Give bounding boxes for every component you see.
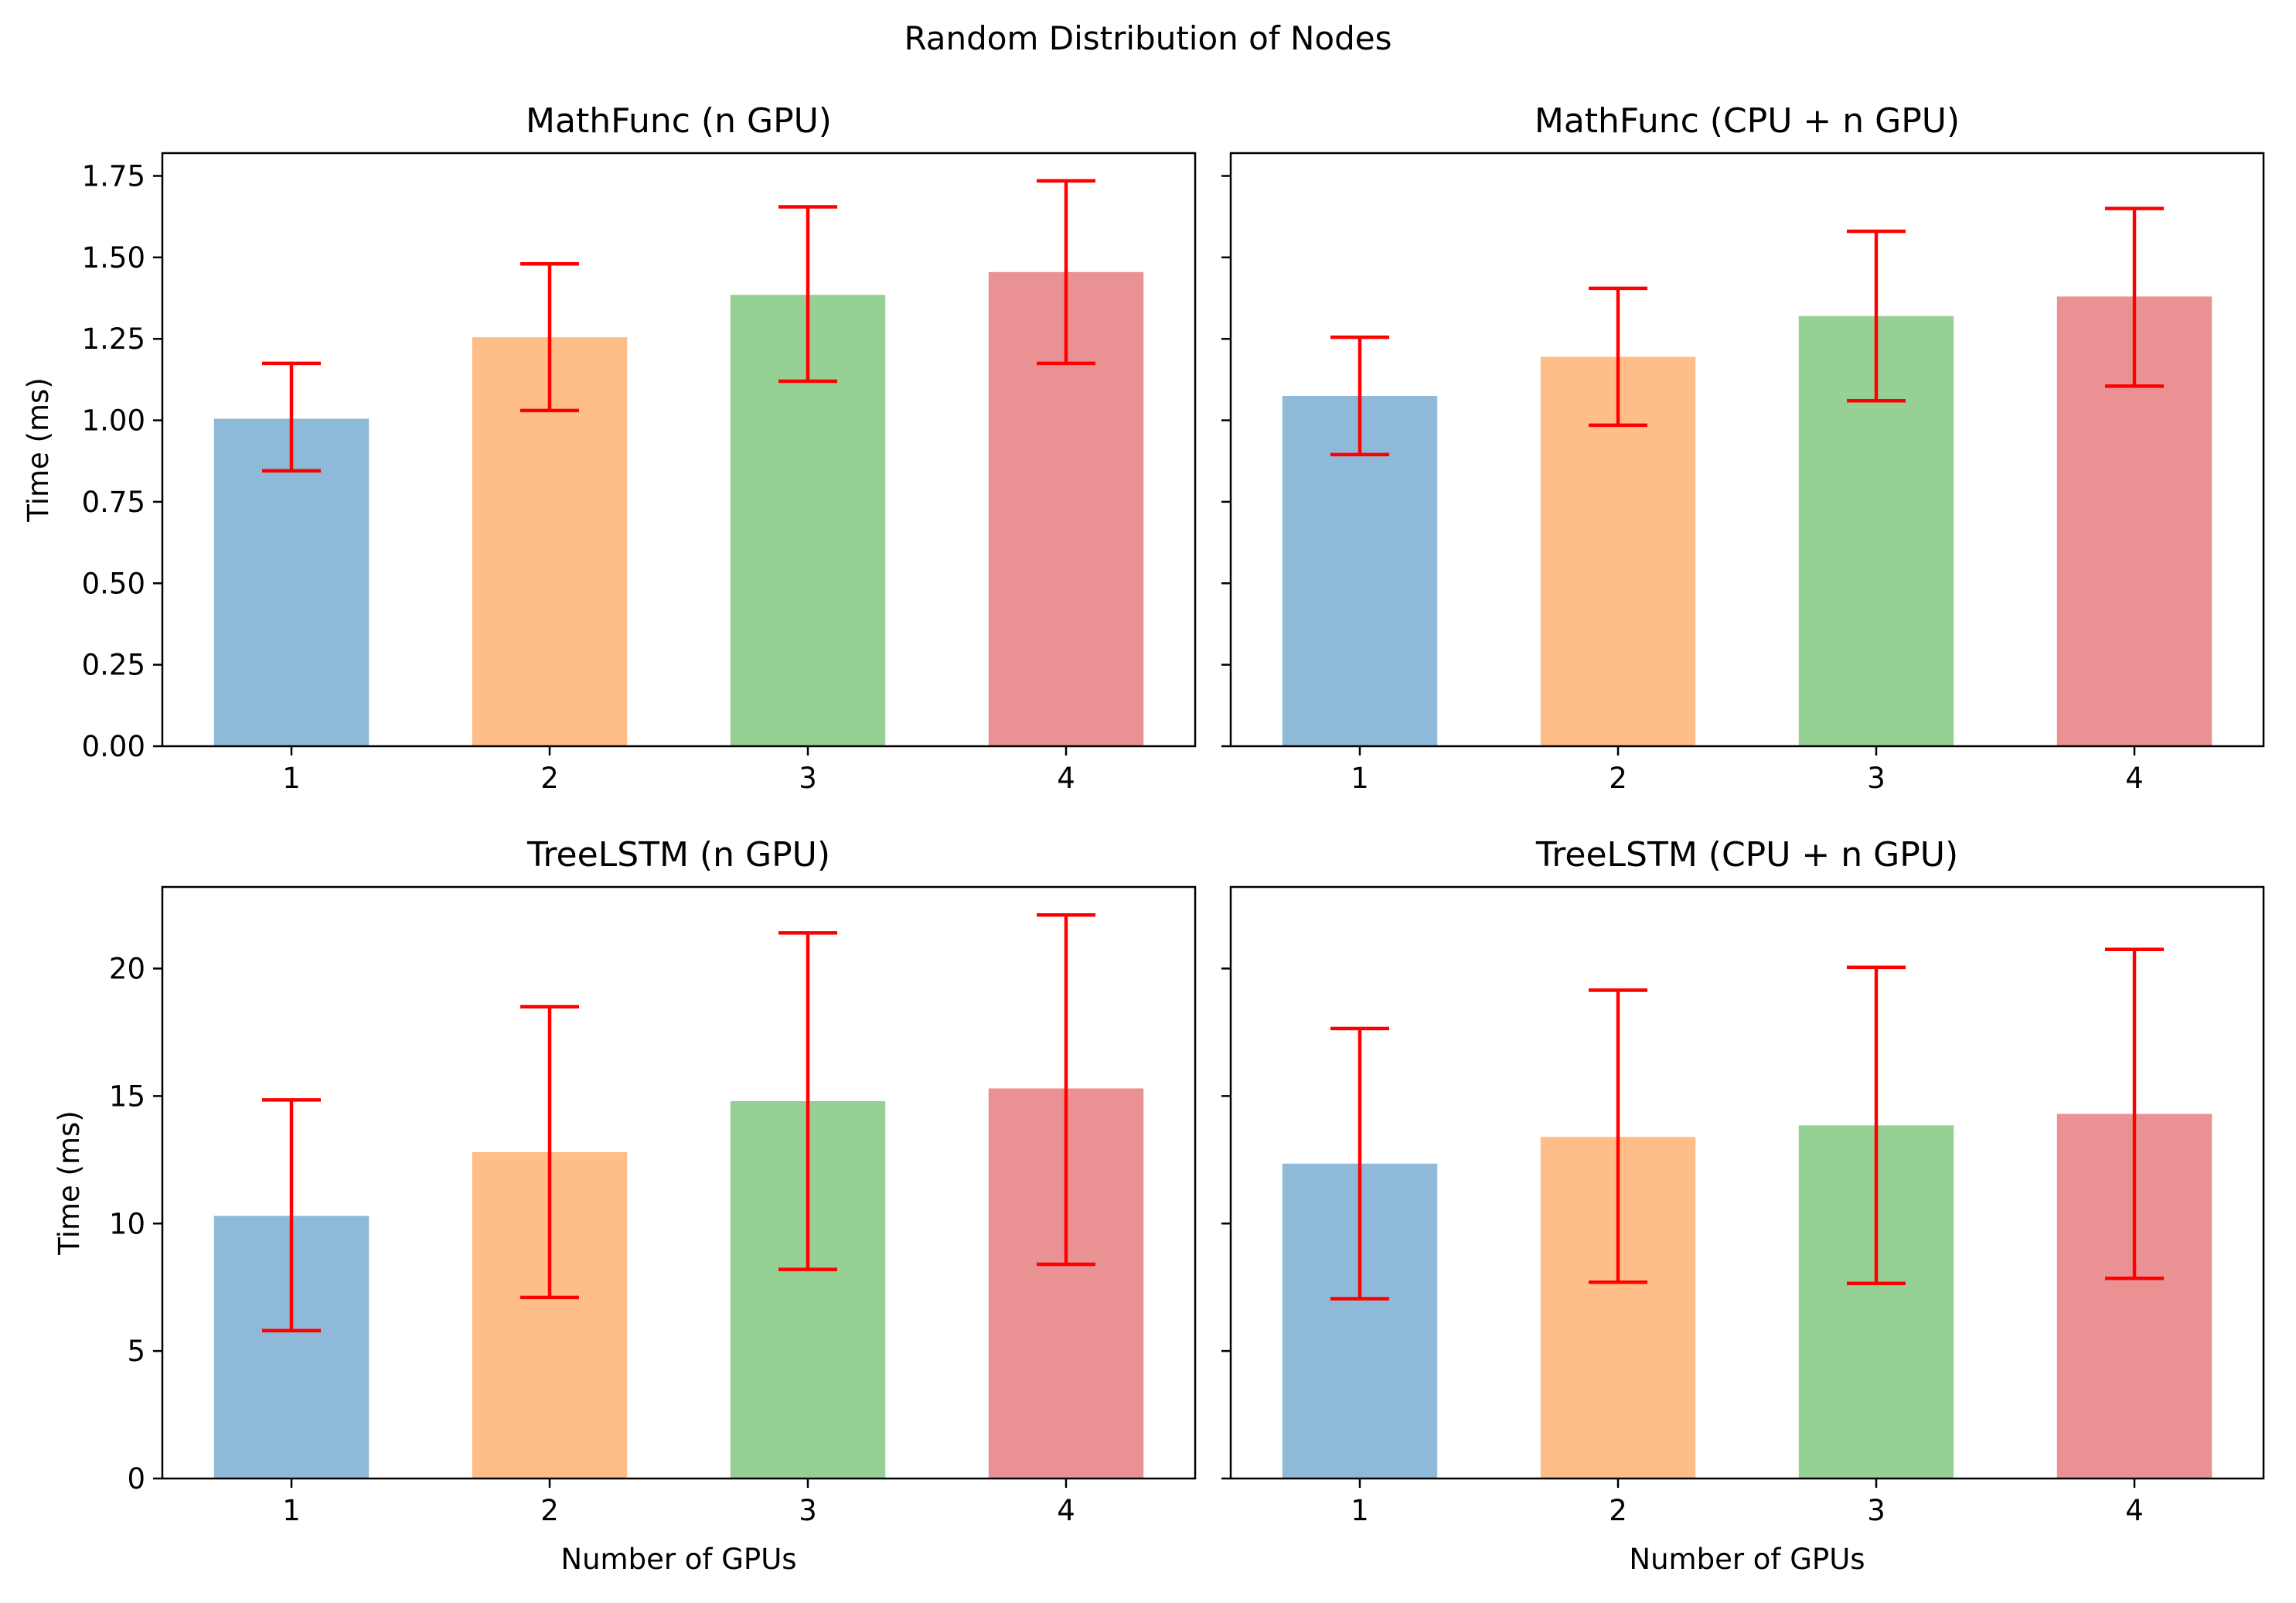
- mathfunc-gpu-xtick-label: 3: [799, 762, 817, 795]
- mathfunc-gpu-ytick-label: 0.50: [82, 567, 145, 600]
- mathfunc-cpu-gpu-panel: 1 2 3 4 MathFunc (CPU + n GPU): [1221, 101, 2265, 795]
- mathfunc-cpu-gpu-title: MathFunc (CPU + n GPU): [1535, 101, 1960, 141]
- treelstm-gpu-ytick-label: 15: [109, 1079, 145, 1113]
- treelstm-gpu-errorbar-4: [1037, 913, 1095, 1267]
- mathfunc-cpu-gpu-errorbar-1: [1330, 335, 1389, 457]
- mathfunc-gpu-ytick-label: 0.00: [82, 730, 145, 763]
- mathfunc-gpu-errorbar-2: [520, 262, 579, 413]
- mathfunc-cpu-gpu-axes-frame: [1229, 152, 2265, 748]
- mathfunc-cpu-gpu-xtick-label: 3: [1867, 762, 1886, 795]
- treelstm-cpu-gpu-panel: 1 2 3 4 TreeLSTM (CPU + n GPU) Number of GPUs: [1221, 835, 2265, 1576]
- mathfunc-gpu-ytick-label: 1.75: [82, 160, 145, 193]
- mathfunc-gpu-axes-frame: [161, 152, 1197, 748]
- treelstm-cpu-gpu-xtick-label: 4: [2125, 1494, 2144, 1527]
- treelstm-gpu-errorbar-3: [778, 931, 837, 1271]
- mathfunc-gpu-ylabel: Time (ms): [22, 377, 55, 523]
- mathfunc-cpu-gpu-xtick-label: 4: [2125, 762, 2144, 795]
- treelstm-cpu-gpu-errorbar-1: [1330, 1026, 1389, 1301]
- treelstm-gpu-errorbar-2: [520, 1004, 579, 1300]
- mathfunc-cpu-gpu-errorbar-2: [1589, 286, 1647, 428]
- mathfunc-gpu-errorbar-1: [262, 361, 321, 473]
- mathfunc-gpu-panel: 1 2 3 4 0.00 0.25 0.50 0.75 1.00 1.25 1.50 1.75 Math…: [22, 101, 1197, 795]
- treelstm-cpu-gpu-title: TreeLSTM (CPU + n GPU): [1535, 835, 1958, 875]
- treelstm-cpu-gpu-xlabel: Number of GPUs: [1629, 1543, 1865, 1576]
- treelstm-cpu-gpu-axes-frame: [1229, 885, 2265, 1480]
- mathfunc-cpu-gpu-xtick-label: 2: [1609, 762, 1627, 795]
- treelstm-gpu-xlabel: Number of GPUs: [560, 1543, 796, 1576]
- mathfunc-cpu-gpu-errorbar-4: [2105, 206, 2164, 388]
- treelstm-cpu-gpu-errorbar-3: [1847, 965, 1906, 1285]
- mathfunc-gpu-ytick-label: 0.25: [82, 649, 145, 682]
- treelstm-gpu-xtick-label: 1: [282, 1494, 301, 1527]
- treelstm-cpu-gpu-xtick-label: 2: [1609, 1494, 1627, 1527]
- mathfunc-gpu-ytick-label: 0.75: [82, 486, 145, 519]
- treelstm-gpu-axes-frame: [161, 885, 1197, 1480]
- treelstm-gpu-errorbar-1: [262, 1098, 321, 1332]
- mathfunc-gpu-title: MathFunc (n GPU): [526, 101, 832, 141]
- treelstm-cpu-gpu-errorbar-2: [1589, 988, 1647, 1284]
- mathfunc-cpu-gpu-errorbar-3: [1847, 229, 1906, 403]
- mathfunc-gpu-errorbar-3: [778, 205, 837, 384]
- mathfunc-gpu-xtick-label: 4: [1057, 762, 1075, 795]
- treelstm-gpu-ylabel: Time (ms): [53, 1110, 86, 1256]
- mathfunc-gpu-errorbar-4: [1037, 179, 1095, 366]
- treelstm-gpu-ytick-label: 10: [109, 1207, 145, 1240]
- treelstm-gpu-xtick-label: 4: [1057, 1494, 1075, 1527]
- mathfunc-cpu-gpu-xtick-label: 1: [1351, 762, 1369, 795]
- treelstm-gpu-ytick-label: 20: [109, 953, 145, 986]
- figure-title: Random Distribution of Nodes: [904, 19, 1392, 57]
- mathfunc-gpu-ytick-label: 1.00: [82, 404, 145, 438]
- mathfunc-gpu-xtick-label: 2: [540, 762, 559, 795]
- mathfunc-gpu-ytick-label: 1.25: [82, 322, 145, 356]
- mathfunc-gpu-xtick-label: 1: [282, 762, 301, 795]
- treelstm-gpu-title: TreeLSTM (n GPU): [526, 835, 830, 875]
- treelstm-gpu-ytick-label: 0: [127, 1462, 145, 1496]
- treelstm-gpu-panel: 1 2 3 4 0 5 10 15 20 TreeLSTM (n GPU) Time (ms) Num…: [53, 835, 1197, 1576]
- treelstm-cpu-gpu-xtick-label: 1: [1351, 1494, 1369, 1527]
- mathfunc-gpu-bar-1: [213, 418, 370, 746]
- treelstm-gpu-xtick-label: 2: [540, 1494, 559, 1527]
- treelstm-gpu-xtick-label: 3: [799, 1494, 817, 1527]
- mathfunc-gpu-ytick-label: 1.50: [82, 241, 145, 275]
- treelstm-cpu-gpu-errorbar-4: [2105, 947, 2164, 1281]
- treelstm-cpu-gpu-xtick-label: 3: [1867, 1494, 1886, 1527]
- treelstm-gpu-ytick-label: 5: [127, 1335, 145, 1368]
